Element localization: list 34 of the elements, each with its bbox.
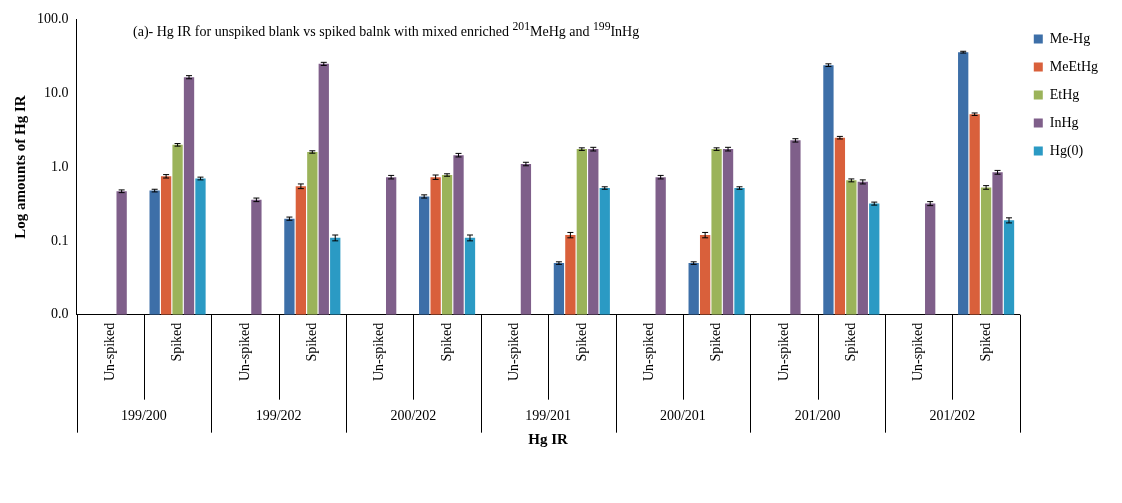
y-tick-label: 1.0 (51, 158, 69, 174)
x-tick-label: Un-spiked (775, 322, 791, 381)
text: 201/202 (929, 408, 976, 424)
y-axis-title: Log amounts of Hg IR (11, 95, 28, 239)
x-tick-label: Un-spiked (506, 322, 522, 381)
text: 200/202 (390, 408, 437, 424)
x-tick-label: Spiked (169, 322, 185, 362)
legend-label: Hg(0) (1049, 142, 1084, 159)
y-tick-label: 0.1 (51, 232, 69, 248)
x-tick-label: Un-spiked (640, 322, 656, 381)
x-tick-label: Spiked (708, 322, 724, 362)
legend-label: EtHg (1049, 86, 1080, 102)
x-tick-label: Un-spiked (101, 322, 117, 381)
text: 199/202 (255, 408, 302, 424)
y-tick-label: 0.0 (51, 306, 69, 322)
x-tick-label: Spiked (303, 322, 319, 362)
y-tick-label: 10.0 (44, 84, 69, 100)
x-tick-label: Un-spiked (236, 322, 252, 381)
x-tick-label: Un-spiked (910, 322, 926, 381)
x-tick-label: Spiked (438, 322, 454, 362)
legend-label: Me-Hg (1049, 30, 1091, 46)
chart-title: (a)- Hg IR for unspiked blank vs spiked balnk with mixed enriched $^{201}$MeHg and $^{199}$InHg (133, 20, 640, 40)
y-tick-label: 100.0 (37, 11, 69, 27)
x-tick-label: Spiked (573, 322, 589, 362)
x-tick-label: Spiked (843, 322, 859, 362)
text: 200/201 (659, 408, 706, 424)
x-tick-label: Spiked (977, 322, 993, 362)
x-tick-label: Un-spiked (371, 322, 387, 381)
text: 199/200 (120, 408, 167, 424)
x-axis-title: Hg IR (528, 430, 569, 447)
legend-label: InHg (1049, 114, 1079, 130)
legend-label: MeEtHg (1049, 58, 1098, 74)
text: 201/200 (794, 408, 841, 424)
text: 199/201 (525, 408, 572, 424)
